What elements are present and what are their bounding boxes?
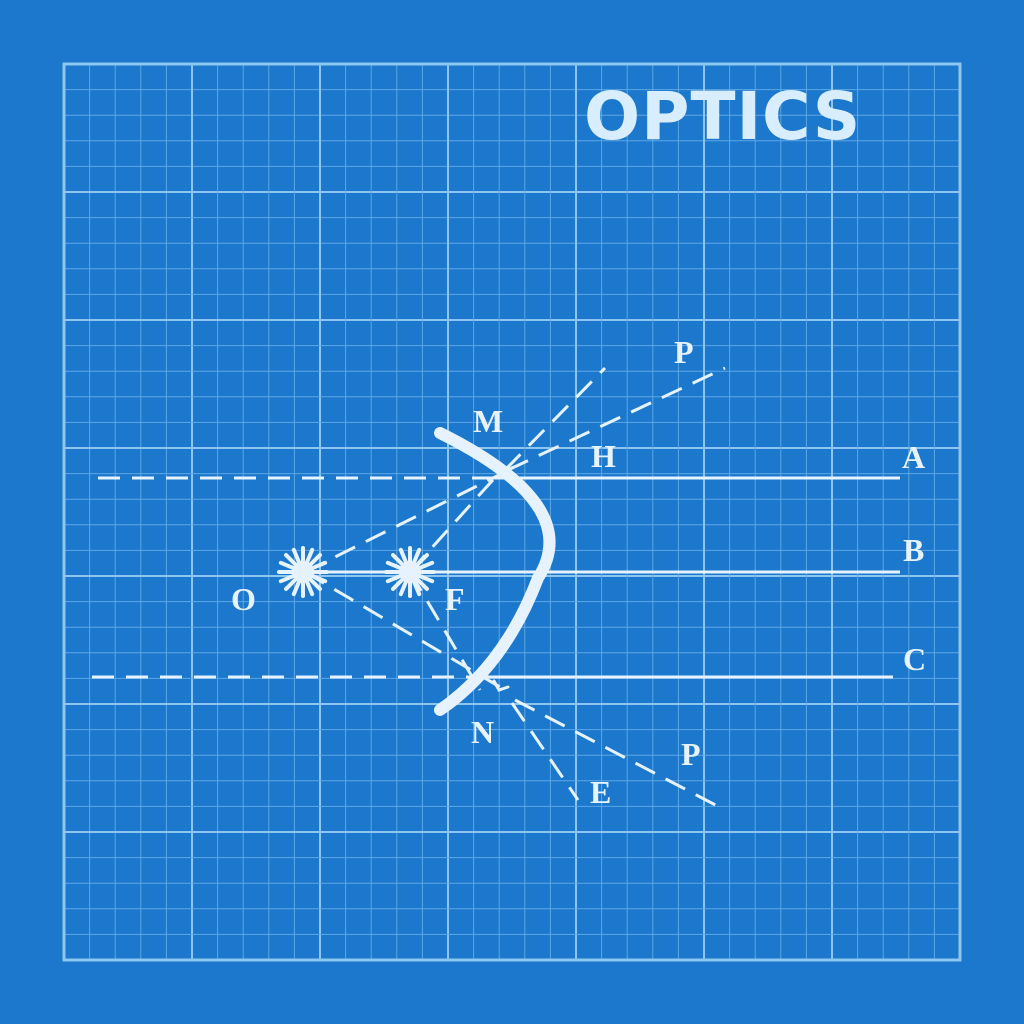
dashed-M-to-P — [507, 366, 726, 472]
label-P-bottom: P — [681, 736, 701, 772]
label-M: M — [473, 403, 504, 439]
label-E: E — [590, 774, 612, 810]
arrowhead-bottom — [492, 679, 510, 692]
blueprint-grid — [62, 62, 962, 962]
dashed-rays — [92, 366, 726, 812]
dashed-F-to-top — [408, 470, 502, 574]
arrowheads — [492, 461, 516, 692]
starburst-icon — [384, 546, 436, 598]
label-N: N — [471, 714, 495, 750]
dashed-N-to-P — [514, 698, 726, 812]
label-C: C — [903, 641, 927, 677]
label-A: A — [902, 439, 926, 475]
label-F: F — [445, 581, 465, 617]
starburst-icon — [277, 546, 329, 598]
label-P-top: P — [674, 334, 694, 370]
dashed-N-to-E — [510, 702, 580, 801]
label-O: O — [231, 581, 256, 617]
dashed-M-to-upper — [503, 366, 607, 472]
grid-border — [62, 62, 962, 962]
label-B: B — [903, 532, 925, 568]
dashed-F-to-bottom — [408, 571, 482, 691]
page-title: OPTICS — [584, 78, 862, 155]
dashed-O-to-bottom — [304, 570, 506, 692]
arrowhead-top — [498, 461, 516, 473]
dashed-O-to-top — [304, 470, 506, 574]
label-H: H — [591, 438, 616, 474]
